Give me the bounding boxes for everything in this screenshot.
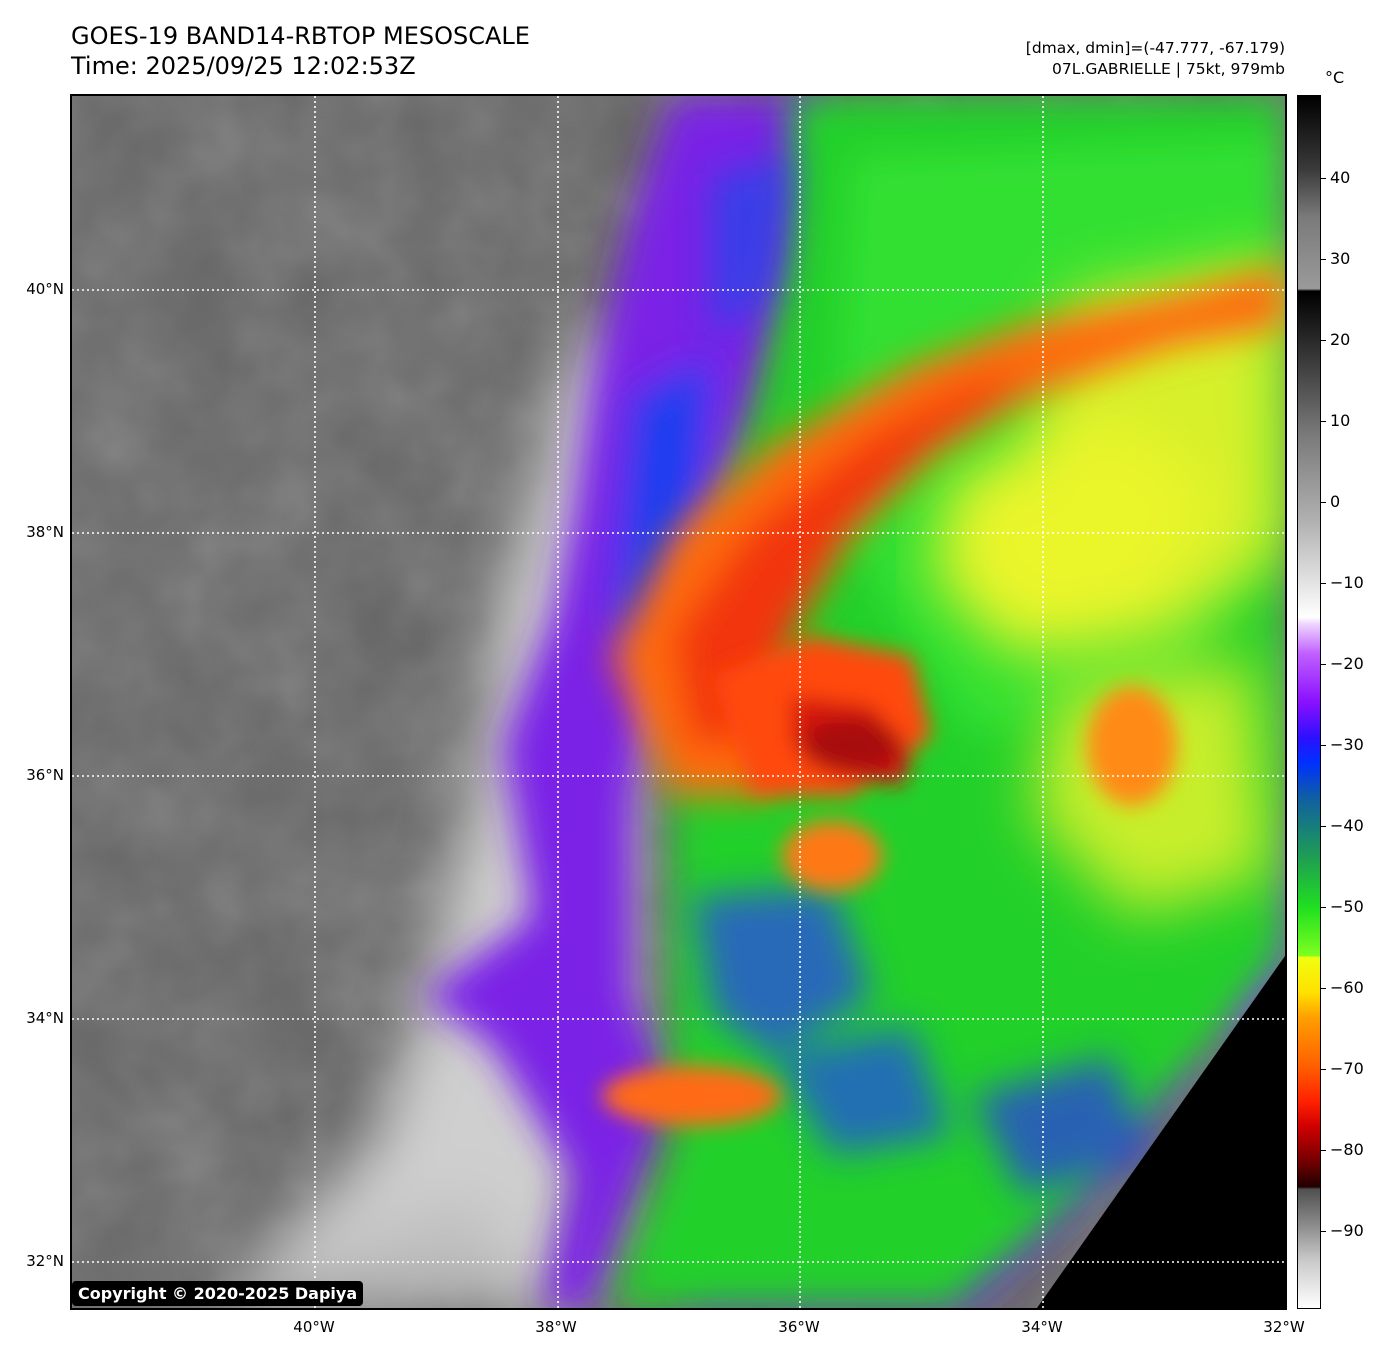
product-title: GOES-19 BAND14-RBTOP MESOSCALE: [71, 22, 530, 50]
colorbar-tick: [1321, 502, 1326, 503]
colorbar-tick: [1321, 988, 1326, 989]
lat-label-32n: 32°N: [26, 1252, 64, 1270]
colorbar-tick: [1321, 745, 1326, 746]
colorbar-tick: [1321, 664, 1326, 665]
storm-info: 07L.GABRIELLE | 75kt, 979mb: [1052, 60, 1285, 78]
colorbar-unit: °C: [1325, 68, 1345, 87]
lat-label-36n: 36°N: [26, 766, 64, 784]
colorbar-label: −10: [1330, 573, 1364, 592]
lon-label-38w: 38°W: [535, 1318, 577, 1336]
lon-label-32w: 32°W: [1263, 1318, 1305, 1336]
colorbar-tick: [1321, 259, 1326, 260]
lat-label-40n: 40°N: [26, 280, 64, 298]
colorbar-tick: [1321, 583, 1326, 584]
lon-label-36w: 36°W: [778, 1318, 820, 1336]
colorbar-label: −30: [1330, 735, 1364, 754]
colorbar-tick: [1321, 907, 1326, 908]
dmax-dmin-info: [dmax, dmin]=(-47.777, -67.179): [1025, 39, 1285, 57]
lat-lon-grid: [72, 96, 1285, 1308]
colorbar-label: −20: [1330, 654, 1364, 673]
colorbar-tick: [1321, 421, 1326, 422]
colorbar-label: 10: [1330, 411, 1351, 430]
colorbar-label: −50: [1330, 897, 1364, 916]
colorbar-label: −70: [1330, 1059, 1364, 1078]
colorbar-tick: [1321, 178, 1326, 179]
lat-label-38n: 38°N: [26, 523, 64, 541]
copyright-badge: Copyright © 2020-2025 Dapiya: [72, 1281, 364, 1306]
satellite-imagery: [72, 96, 1285, 1308]
satellite-image-map[interactable]: [70, 94, 1287, 1310]
lat-label-34n: 34°N: [26, 1009, 64, 1027]
blue-patches: [692, 156, 1152, 1196]
colorbar-tick: [1321, 1150, 1326, 1151]
off-disk-region: [1037, 956, 1285, 1308]
colorbar-tick: [1321, 826, 1326, 827]
colorbar-label: −90: [1330, 1221, 1364, 1240]
colorbar-tick: [1321, 1231, 1326, 1232]
colorbar-tick: [1321, 340, 1326, 341]
colorbar-label: −80: [1330, 1140, 1364, 1159]
colorbar-tick: [1321, 1069, 1326, 1070]
colorbar-label: 40: [1330, 168, 1351, 187]
time-title: Time: 2025/09/25 12:02:53Z: [71, 52, 416, 80]
colorbar-label: −60: [1330, 978, 1364, 997]
temperature-colorbar: [1297, 95, 1321, 1309]
colorbar-label: −40: [1330, 816, 1364, 835]
colorbar-label: 0: [1330, 492, 1341, 511]
colorbar-label: 30: [1330, 249, 1351, 268]
lon-label-40w: 40°W: [293, 1318, 335, 1336]
storm-core: [602, 636, 1177, 1126]
colorbar-label: 20: [1330, 330, 1351, 349]
lon-label-34w: 34°W: [1021, 1318, 1063, 1336]
